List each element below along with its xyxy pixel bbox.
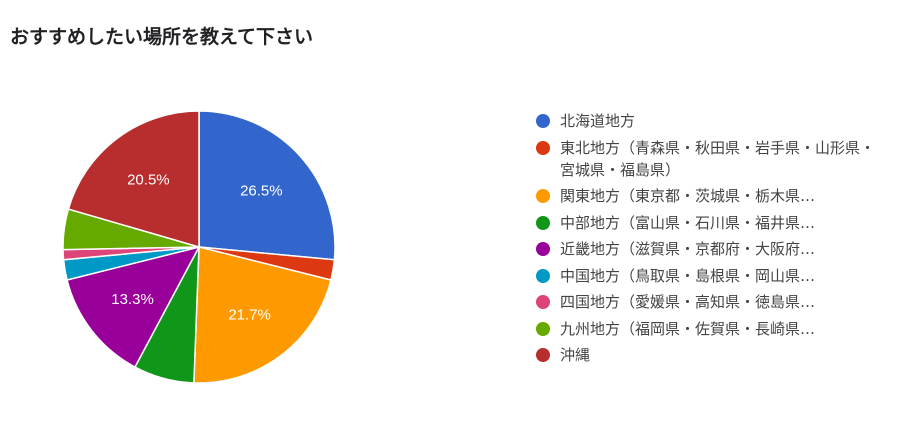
pie-slice xyxy=(193,246,332,384)
legend-item[interactable]: 北海道地方 xyxy=(536,110,880,132)
legend-swatch xyxy=(536,268,550,283)
legend-label: 沖縄 xyxy=(560,346,591,364)
legend-item[interactable]: 四国地方（愛媛県・高知県・徳島県… xyxy=(536,291,880,313)
slice-data-label: 13.3% xyxy=(111,291,154,308)
legend-item[interactable]: 近畿地方（滋賀県・京都府・大阪府… xyxy=(536,238,880,260)
legend-label: 近畿地方（滋賀県・京都府・大阪府… xyxy=(560,240,816,258)
legend-item[interactable]: 中部地方（富山県・石川県・福井県… xyxy=(536,212,880,234)
legend: 北海道地方東北地方（青森県・秋田県・岩手県・山形県・宮城県・福島県） 関東地方（東… xyxy=(536,110,880,371)
slice-data-label: 21.7% xyxy=(228,306,271,323)
pie-slice xyxy=(67,110,200,248)
legend-swatch xyxy=(536,189,550,203)
legend-swatch xyxy=(536,215,550,230)
legend-label: 九州地方（福岡県・佐賀県・長崎県… xyxy=(560,319,816,338)
legend-label: 北海道地方 xyxy=(560,112,636,130)
legend-swatch xyxy=(536,348,550,362)
legend-item[interactable]: 関東地方（東京都・茨城県・栃木県… xyxy=(536,185,880,207)
legend-label: 関東地方（東京都・茨城県・栃木県… xyxy=(560,187,816,205)
legend-label: 東北地方（青森県・秋田県・岩手県・山形県・宮城県・福島県） xyxy=(560,138,876,179)
slice-data-label: 26.5% xyxy=(240,182,283,199)
legend-label: 中国地方（鳥取県・島根県・岡山県… xyxy=(560,266,816,285)
legend-label: 四国地方（愛媛県・高知県・徳島県… xyxy=(560,293,816,311)
legend-item[interactable]: 九州地方（福岡県・佐賀県・長崎県… xyxy=(536,318,880,340)
legend-label: 中部地方（富山県・石川県・福井県… xyxy=(560,213,816,232)
legend-swatch xyxy=(536,114,550,128)
pie-slice xyxy=(66,245,201,369)
slice-data-label: 20.5% xyxy=(127,172,170,189)
chart-title: おすすめしたい場所を教えて下さい xyxy=(10,26,314,48)
legend-item[interactable]: 東北地方（青森県・秋田県・岩手県・山形県・宮城県・福島県） xyxy=(536,137,880,181)
legend-swatch xyxy=(536,321,550,336)
legend-swatch xyxy=(536,140,550,155)
legend-item[interactable]: 沖縄 xyxy=(536,344,880,366)
legend-swatch xyxy=(536,242,550,256)
pie-slice xyxy=(198,110,336,261)
legend-swatch xyxy=(536,295,550,309)
legend-item[interactable]: 中国地方（鳥取県・島根県・岡山県… xyxy=(536,265,880,287)
